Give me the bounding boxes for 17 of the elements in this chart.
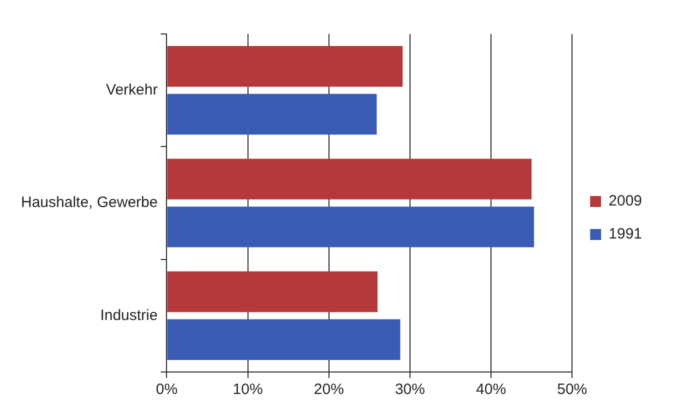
legend-label: 1991: [608, 226, 642, 243]
bar: [167, 158, 532, 200]
y-tick-label: Verkehr: [106, 81, 158, 98]
bar: [167, 206, 534, 248]
x-tick-label: 30%: [394, 381, 425, 398]
bar: [167, 94, 377, 135]
y-tick-label: Haushalte, Gewerbe: [20, 194, 158, 212]
bar: [167, 46, 403, 87]
x-tick-label: 20%: [314, 381, 344, 398]
x-tick-label: 40%: [476, 381, 506, 398]
y-tick-label: Industrie: [100, 306, 158, 324]
bar: [167, 271, 378, 312]
legend-label: 2009: [608, 192, 642, 210]
x-tick-label: 0%: [156, 381, 178, 398]
x-tick-label: 50%: [557, 381, 588, 398]
bar: [167, 319, 400, 360]
x-tick-label: 10%: [232, 381, 263, 398]
